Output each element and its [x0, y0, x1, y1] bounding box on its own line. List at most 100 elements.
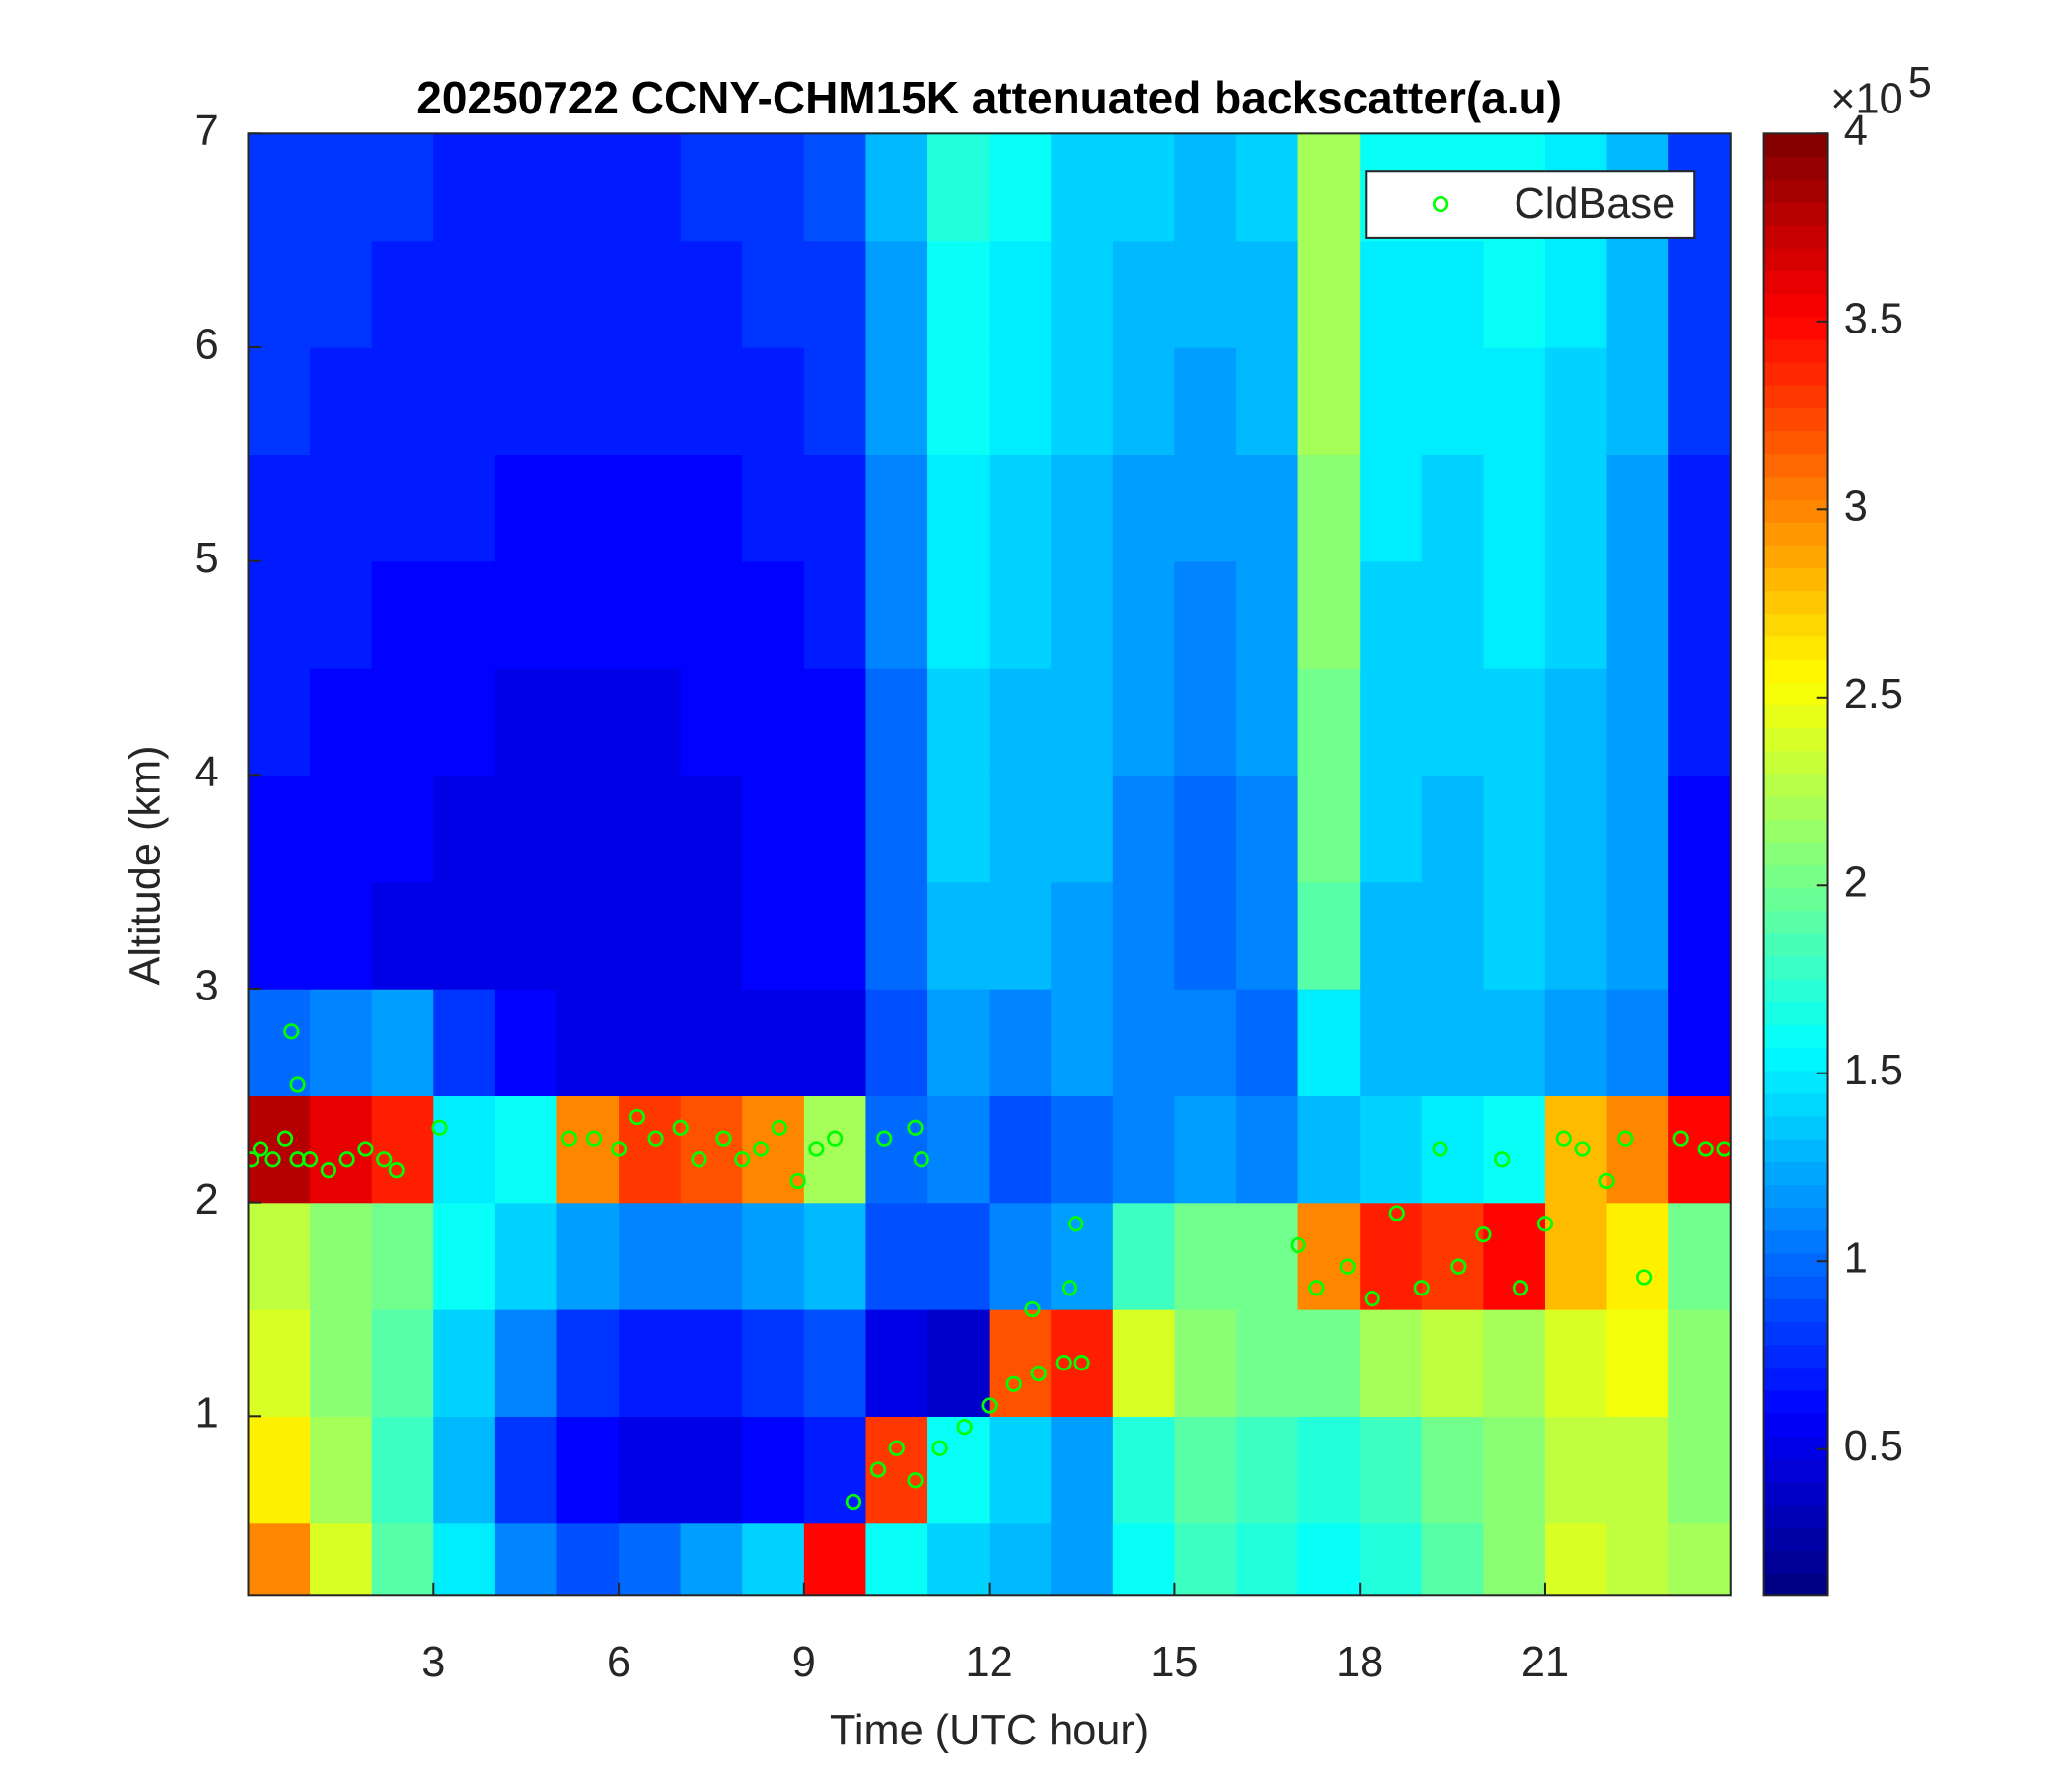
- heatmap-cell: [248, 1095, 311, 1204]
- heatmap-cell: [494, 454, 558, 562]
- cloud-base-point: [1073, 1355, 1090, 1371]
- colorbar-segment: [1763, 1504, 1828, 1528]
- heatmap-cell: [619, 1522, 682, 1596]
- cloud-base-point: [610, 1141, 628, 1157]
- heatmap-cell: [310, 1522, 373, 1596]
- x-axis-label: Time (UTC hour): [830, 1707, 1148, 1754]
- heatmap-cell: [619, 346, 682, 456]
- heatmap-cell: [371, 775, 434, 883]
- heatmap-cell: [1051, 667, 1114, 776]
- cloud-base-point: [888, 1440, 905, 1456]
- heatmap-cell: [433, 240, 496, 348]
- heatmap-cell: [310, 454, 373, 562]
- cloud-base-point: [1617, 1130, 1634, 1147]
- x-tick-label: 12: [966, 1639, 1013, 1686]
- heatmap-cell: [1606, 881, 1669, 990]
- heatmap-cell: [742, 1202, 805, 1310]
- heatmap-cell: [556, 1095, 620, 1204]
- colorbar-segment: [1763, 1436, 1828, 1460]
- heatmap-cell: [1051, 1095, 1114, 1204]
- heatmap-cell: [1112, 1202, 1176, 1310]
- heatmap-cell: [310, 1202, 373, 1310]
- heatmap-cell: [1544, 1416, 1608, 1524]
- heatmap-cell: [494, 133, 558, 242]
- heatmap-cell: [1297, 346, 1361, 456]
- heatmap-cell: [1112, 454, 1176, 562]
- colorbar-segment: [1763, 635, 1828, 660]
- colorbar-segment: [1763, 1139, 1828, 1163]
- heatmap-cell: [310, 775, 373, 883]
- heatmap-cell: [1112, 1308, 1176, 1417]
- heatmap-cell: [1606, 1522, 1669, 1596]
- cloud-base-point: [357, 1141, 374, 1157]
- cloud-base-point: [672, 1119, 689, 1136]
- cloud-base-point: [1068, 1216, 1084, 1232]
- heatmap-cell: [310, 667, 373, 776]
- heatmap-cell: [803, 988, 867, 1096]
- heatmap-cell: [1236, 560, 1299, 669]
- heatmap-cell: [927, 775, 991, 883]
- heatmap-cell: [989, 1416, 1052, 1524]
- heatmap-cell: [989, 775, 1052, 883]
- heatmap-cell: [433, 881, 496, 990]
- heatmap-cell: [494, 881, 558, 990]
- heatmap-cell: [927, 1416, 991, 1524]
- colorbar-segment: [1763, 1116, 1828, 1140]
- heatmap-cell: [1483, 988, 1546, 1096]
- heatmap-cell: [1051, 454, 1114, 562]
- colorbar-segment: [1763, 1481, 1828, 1506]
- colorbar-segment: [1763, 567, 1828, 592]
- heatmap-cell: [1174, 1308, 1237, 1417]
- heatmap-cell: [989, 1202, 1052, 1310]
- heatmap-cell: [927, 560, 991, 669]
- heatmap-cell: [742, 1416, 805, 1524]
- heatmap-cell: [1360, 775, 1423, 883]
- x-tick-label: 18: [1336, 1639, 1383, 1686]
- heatmap-cell: [803, 133, 867, 242]
- x-tick-label: 9: [792, 1639, 816, 1686]
- heatmap-cell: [556, 560, 620, 669]
- heatmap-cell: [803, 1416, 867, 1524]
- colorbar-segment: [1763, 201, 1828, 226]
- colorbar-segment: [1763, 1526, 1828, 1551]
- heatmap-cell: [494, 1416, 558, 1524]
- heatmap-cell: [494, 1202, 558, 1310]
- heatmap-cell: [803, 454, 867, 562]
- heatmap-cell: [494, 240, 558, 348]
- heatmap-cell: [680, 560, 743, 669]
- heatmap-cell: [1174, 667, 1237, 776]
- heatmap-cell: [1051, 775, 1114, 883]
- heatmap-cell: [619, 1202, 682, 1310]
- heatmap-cell: [680, 1308, 743, 1417]
- heatmap-cell: [865, 1308, 928, 1417]
- heatmap-cell: [371, 560, 434, 669]
- heatmap-cell: [680, 775, 743, 883]
- heatmap-cell: [803, 240, 867, 348]
- heatmap-cell: [1544, 240, 1608, 348]
- colorbar-segment: [1763, 819, 1828, 843]
- heatmap-cell: [989, 667, 1052, 776]
- heatmap-cell: [371, 667, 434, 776]
- cloud-base-point: [264, 1151, 281, 1168]
- heatmap-cell: [1544, 881, 1608, 990]
- cloud-base-point: [876, 1130, 893, 1147]
- colorbar-segment: [1763, 795, 1828, 820]
- heatmap-cell: [371, 881, 434, 990]
- heatmap-cell: [927, 1202, 991, 1310]
- heatmap-cell: [1606, 1202, 1669, 1310]
- heatmap-cell: [742, 1522, 805, 1596]
- heatmap-cell: [865, 775, 928, 883]
- cloud-base-point: [1716, 1141, 1731, 1157]
- heatmap-cell: [927, 1095, 991, 1204]
- heatmap-cell: [680, 133, 743, 242]
- cloud-base-point: [376, 1151, 393, 1168]
- colorbar-segment: [1763, 407, 1828, 432]
- heatmap-cell: [248, 1416, 311, 1524]
- heatmap-cell: [310, 1308, 373, 1417]
- heatmap-cell: [371, 1095, 434, 1204]
- heatmap-cell: [1297, 1308, 1361, 1417]
- cloud-base-point: [283, 1023, 300, 1040]
- colorbar-segment: [1763, 1549, 1828, 1574]
- colorbar-segment: [1763, 887, 1828, 912]
- heatmap-cell: [1360, 346, 1423, 456]
